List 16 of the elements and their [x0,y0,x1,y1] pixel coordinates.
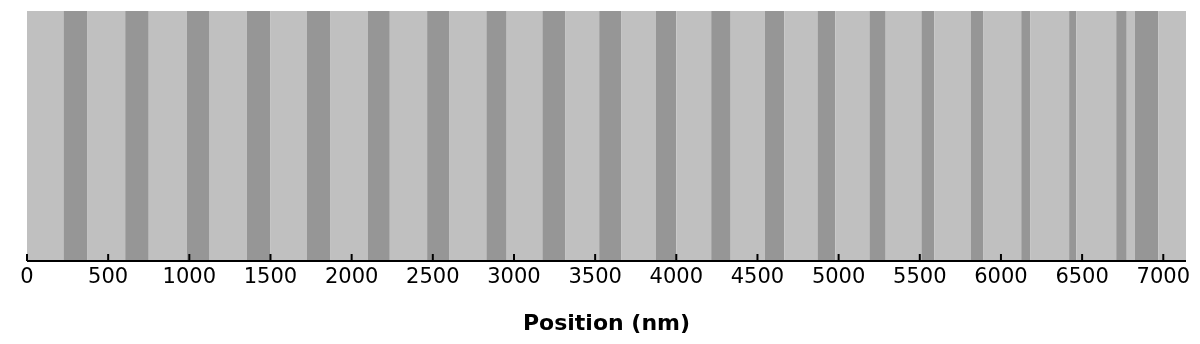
x-tick-label: 5500 [893,264,947,288]
x-tick-label: 5000 [811,264,866,288]
x-tick-label: 0 [20,264,34,288]
x-tick-label: 6000 [974,264,1028,288]
x-tick-label: 2500 [406,264,460,288]
x-tick-label: 6500 [1055,264,1109,288]
x-tick-label: 4000 [649,264,704,288]
x-tick-label: 500 [88,264,129,288]
x-tick-label: 1500 [243,264,298,288]
x-tick-label: 7000 [1136,264,1190,288]
x-tick-label: 4500 [730,264,785,288]
x-tick-label: 2000 [324,264,379,288]
x-tick-label: 3000 [487,264,541,288]
x-tick-label: 3500 [568,264,622,288]
x-axis-title: Position (nm) [522,310,691,335]
x-tick-label: 1000 [162,264,217,288]
